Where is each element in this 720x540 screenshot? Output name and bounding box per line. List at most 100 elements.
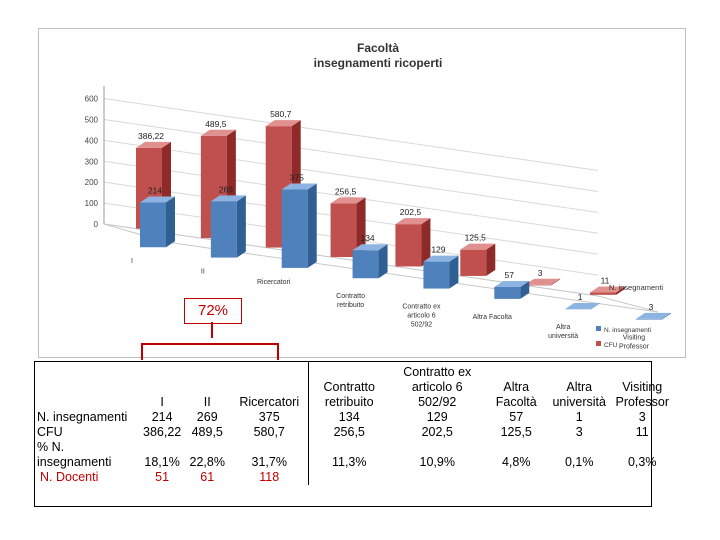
table-cell: 0,1%	[564, 455, 594, 469]
insegnamenti-bar-label: 134	[360, 233, 374, 243]
y-tick-label: 500	[85, 115, 99, 124]
insegnamenti-bar-front	[352, 250, 379, 279]
table-cell	[611, 470, 673, 485]
table-cell: 3	[638, 410, 646, 424]
insegnamenti-bar-top	[494, 280, 530, 287]
table-cell: 22,8%	[189, 455, 225, 469]
column-header: I	[160, 395, 164, 409]
insegnamenti-bar-front	[140, 202, 166, 248]
insegnamenti-bar-front	[636, 318, 662, 320]
gridline	[103, 160, 599, 234]
row-label: % N. insegnamenti	[37, 440, 112, 469]
table-body: N. insegnamenti 214 269 375 134 129 57 1 3 CFU 386…	[34, 410, 673, 485]
cfu-bar-label: 3	[538, 268, 543, 278]
insegnamenti-bar-top	[352, 244, 388, 251]
gridline	[103, 118, 599, 192]
column-header: II	[203, 395, 211, 409]
data-table: I II Ricercatori Contratto retribuito Contrat…	[34, 362, 673, 485]
table-cell: 489,5	[191, 425, 223, 439]
table-cell: 51	[155, 470, 170, 484]
table-row: N. Docenti 51 61 118	[34, 470, 673, 485]
table-cell: 31,7%	[251, 455, 287, 469]
cfu-bar-side	[616, 286, 625, 295]
insegnamenti-bar-label: 375	[290, 172, 304, 182]
insegnamenti-bar-label: 129	[431, 245, 445, 255]
bracket-annotation	[141, 322, 279, 360]
table-cell: 202,5	[421, 425, 453, 439]
table-cell: 11	[635, 425, 649, 439]
x-category-label: Professor	[619, 344, 650, 351]
table-cell	[389, 470, 485, 485]
legend-label: CFU	[604, 342, 618, 349]
table-cell: 0,3%	[627, 455, 657, 469]
table-cell	[485, 470, 547, 485]
row-label: N. Docenti	[40, 470, 99, 484]
table-cell	[308, 470, 390, 485]
table-cell: 269	[196, 410, 218, 424]
legend-swatch	[596, 341, 601, 346]
cfu-bar-side	[356, 197, 366, 258]
insegnamenti-bar-side	[236, 195, 246, 258]
table-cell	[547, 470, 611, 485]
chart-title: Facoltà	[357, 41, 399, 55]
insegnamenti-bar-side	[662, 312, 671, 320]
insegnamenti-bar-front	[494, 286, 521, 299]
table-cell: 11,3%	[308, 440, 390, 470]
insegnamenti-bar-side	[591, 303, 601, 310]
y-tick-label: 100	[85, 199, 99, 208]
insegnamenti-bar-top	[565, 303, 601, 310]
table-cell: 3	[575, 425, 583, 439]
insegnamenti-bar-label: 3	[649, 302, 654, 312]
y-tick-label: 200	[85, 178, 99, 187]
chart-title: insegnamenti ricoperti	[314, 56, 443, 70]
cfu-bar-label: 11	[601, 276, 610, 286]
table-cell: 256,5	[308, 425, 390, 440]
table-cell: 4,8%	[501, 455, 531, 469]
x-category-label: Altra Facolta	[473, 314, 512, 321]
cfu-bar-side	[551, 278, 561, 286]
x-category-label: Ricercatori	[257, 279, 291, 286]
insegnamenti-bar-top	[140, 196, 175, 203]
row-label: CFU	[37, 425, 63, 439]
cfu-bar-label: 125,5	[465, 233, 487, 243]
table-cell: 125,5	[500, 425, 532, 439]
gridline	[103, 98, 599, 172]
legend-label: N. insegnamenti	[604, 327, 651, 334]
table-cell: 129	[426, 410, 448, 424]
cfu-bar-label: 489,5	[205, 119, 227, 129]
x-category-label: Contratto	[336, 293, 365, 300]
table-cell: 18,1%	[144, 455, 180, 469]
x-category-label: articolo 6	[407, 313, 436, 320]
row-label: N. insegnamenti	[37, 410, 128, 424]
percent-annotation: 72%	[184, 298, 242, 324]
cfu-bar-front	[330, 203, 357, 258]
insegnamenti-bar-label: 57	[505, 270, 515, 280]
insegnamenti-bar-side	[378, 244, 388, 279]
x-category-label: 502/92	[411, 322, 433, 329]
x-category-label: Contratto ex	[402, 304, 441, 311]
x-category-label: Visiting	[623, 335, 646, 342]
y-tick-label: 0	[94, 220, 99, 229]
column-header: Contratto ex articolo 6 502/92	[403, 365, 472, 409]
cfu-bar-top	[330, 197, 366, 204]
table-cell: 57	[509, 410, 524, 424]
insegnamenti-bar-label: 214	[148, 186, 162, 196]
table-cell: 386,22	[143, 425, 182, 439]
table-row: % N. insegnamenti 18,1% 22,8% 31,7% 11,3% 10,…	[34, 440, 673, 470]
insegnamenti-bar-side	[520, 280, 530, 299]
insegnamenti-bar-top	[210, 195, 246, 202]
insegnamenti-bar-top	[636, 312, 671, 319]
x-category-label: retribuito	[337, 302, 364, 309]
depth-axis-label: N. insegnamenti	[609, 283, 664, 292]
cfu-bar-label: 256,5	[335, 186, 357, 196]
table-row: N. insegnamenti 214 269 375 134 129 57 1 3	[34, 410, 673, 425]
table-border	[34, 361, 652, 507]
table-cell: 10,9%	[419, 455, 455, 469]
table-cell: 118	[259, 470, 280, 484]
cfu-bar-front	[395, 224, 422, 267]
insegnamenti-bar-top	[281, 183, 317, 190]
y-tick-label: 300	[85, 157, 99, 166]
cfu-bar-top	[265, 120, 301, 127]
column-header: Ricercatori	[239, 395, 300, 409]
